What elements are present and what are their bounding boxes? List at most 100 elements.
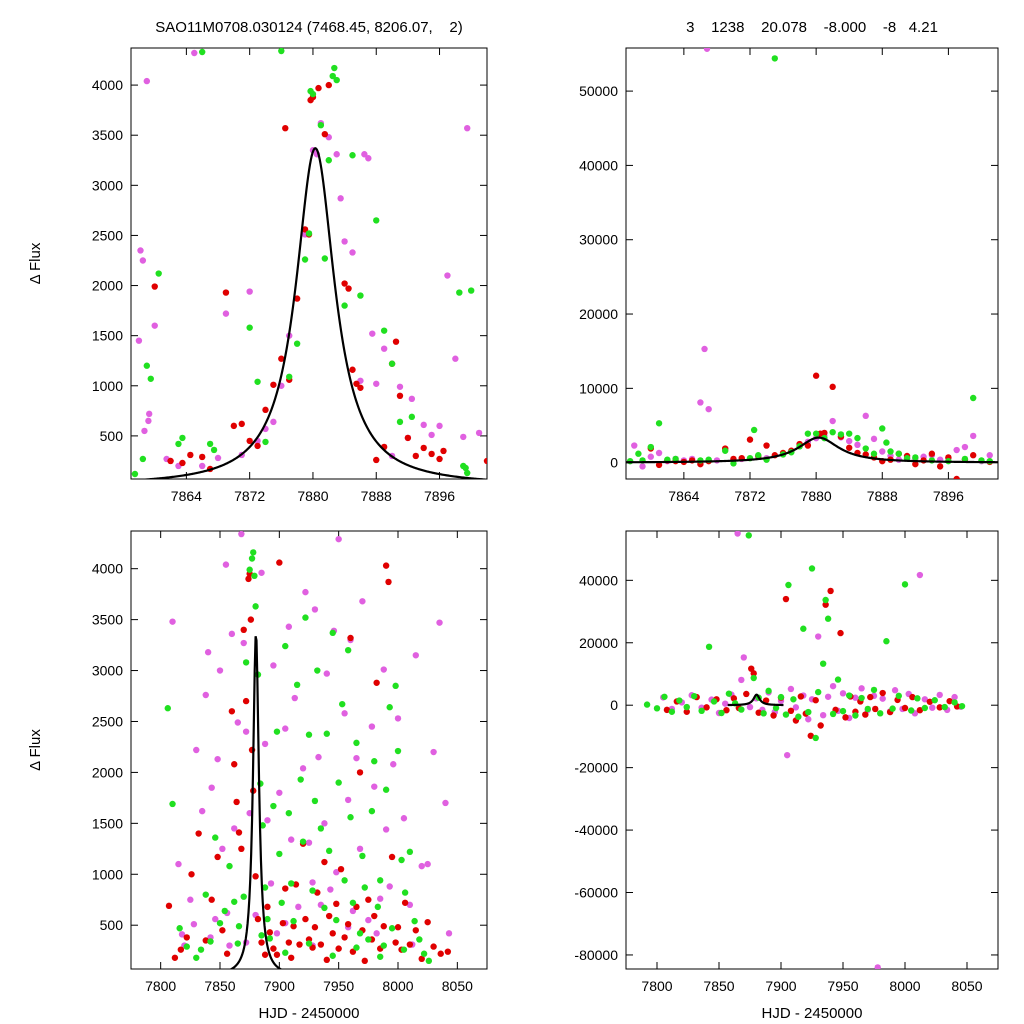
data-point xyxy=(341,934,348,941)
data-point xyxy=(219,845,226,853)
data-point xyxy=(475,429,483,437)
data-point xyxy=(746,436,754,443)
data-point xyxy=(353,944,360,951)
data-point xyxy=(341,238,348,245)
y-tick-label: 10000 xyxy=(579,380,618,396)
data-point xyxy=(305,940,313,947)
data-point xyxy=(270,381,277,388)
data-point xyxy=(221,907,228,915)
data-point xyxy=(246,288,253,295)
data-point xyxy=(301,226,309,233)
data-point xyxy=(262,438,269,446)
data-point xyxy=(870,450,878,457)
data-point xyxy=(233,798,240,806)
data-point xyxy=(740,654,747,661)
data-point xyxy=(770,712,777,719)
y-axis-label: Δ Flux xyxy=(27,242,44,284)
data-point xyxy=(212,915,219,923)
data-point xyxy=(941,703,948,711)
data-point xyxy=(879,448,886,455)
data-point xyxy=(821,429,828,437)
y-tick-label: -40000 xyxy=(574,822,618,838)
y-tick-label: 1500 xyxy=(92,815,123,831)
data-point xyxy=(329,952,336,959)
data-points xyxy=(131,48,487,478)
data-point xyxy=(216,919,224,927)
plot-frame xyxy=(625,530,999,970)
data-point xyxy=(668,708,676,715)
data-point xyxy=(288,836,295,843)
data-point xyxy=(151,283,158,290)
data-point xyxy=(655,461,663,469)
data-point xyxy=(199,462,206,470)
data-point xyxy=(683,703,690,711)
data-point xyxy=(204,649,212,656)
data-point xyxy=(891,687,899,694)
data-points xyxy=(164,531,453,965)
plot-frame xyxy=(130,47,488,480)
data-point xyxy=(356,930,364,937)
data-point xyxy=(408,413,416,421)
data-point xyxy=(411,917,418,925)
data-point xyxy=(430,943,437,950)
data-point xyxy=(187,896,194,903)
data-point xyxy=(359,852,366,860)
data-point xyxy=(420,444,427,452)
data-point xyxy=(222,561,230,568)
data-point xyxy=(235,829,243,836)
data-point xyxy=(824,615,832,622)
data-point xyxy=(234,719,241,726)
data-point xyxy=(369,330,376,337)
data-point xyxy=(261,951,269,958)
data-point xyxy=(452,355,459,362)
data-point xyxy=(718,709,725,717)
data-point xyxy=(396,383,404,390)
data-point xyxy=(357,384,364,391)
data-point xyxy=(235,923,243,930)
data-point xyxy=(238,845,245,853)
data-point xyxy=(862,412,869,420)
data-point xyxy=(349,152,356,159)
data-point xyxy=(347,814,354,821)
data-point xyxy=(428,431,435,439)
data-point xyxy=(858,694,865,702)
data-point xyxy=(970,452,977,459)
data-point xyxy=(288,954,295,961)
x-axis-label: HJD - 2450000 xyxy=(259,1005,360,1022)
data-point xyxy=(829,682,837,690)
data-point xyxy=(755,452,762,459)
data-point xyxy=(315,753,322,761)
data-point xyxy=(151,322,158,329)
data-point xyxy=(231,825,238,832)
data-point xyxy=(722,700,729,707)
x-tick-label: 7896 xyxy=(424,488,455,504)
data-point xyxy=(928,450,936,457)
data-point xyxy=(852,712,859,719)
data-point xyxy=(797,693,805,700)
data-point xyxy=(787,685,795,693)
data-point xyxy=(193,954,200,961)
data-point xyxy=(401,889,409,896)
y-tick-label: 3500 xyxy=(92,127,123,143)
panel-top-left: 7864 7872 7880 7888 7896 500 1000 1500 2000 2500 3… xyxy=(27,47,488,504)
data-point xyxy=(270,945,277,952)
fit-curve xyxy=(229,636,283,969)
data-point xyxy=(165,902,173,910)
data-point xyxy=(202,691,209,699)
data-point xyxy=(812,372,820,379)
data-point xyxy=(388,853,396,861)
data-point xyxy=(143,362,151,369)
data-point xyxy=(672,455,679,463)
y-tick-label: 2500 xyxy=(92,227,123,243)
x-tick-label: 7864 xyxy=(171,488,202,504)
data-point xyxy=(252,873,259,880)
data-point xyxy=(214,755,221,763)
data-point xyxy=(412,927,419,934)
data-point xyxy=(335,945,342,952)
data-point xyxy=(424,860,431,868)
data-point xyxy=(199,807,206,815)
data-point xyxy=(273,930,281,937)
data-point xyxy=(210,446,218,454)
data-point xyxy=(887,448,894,455)
